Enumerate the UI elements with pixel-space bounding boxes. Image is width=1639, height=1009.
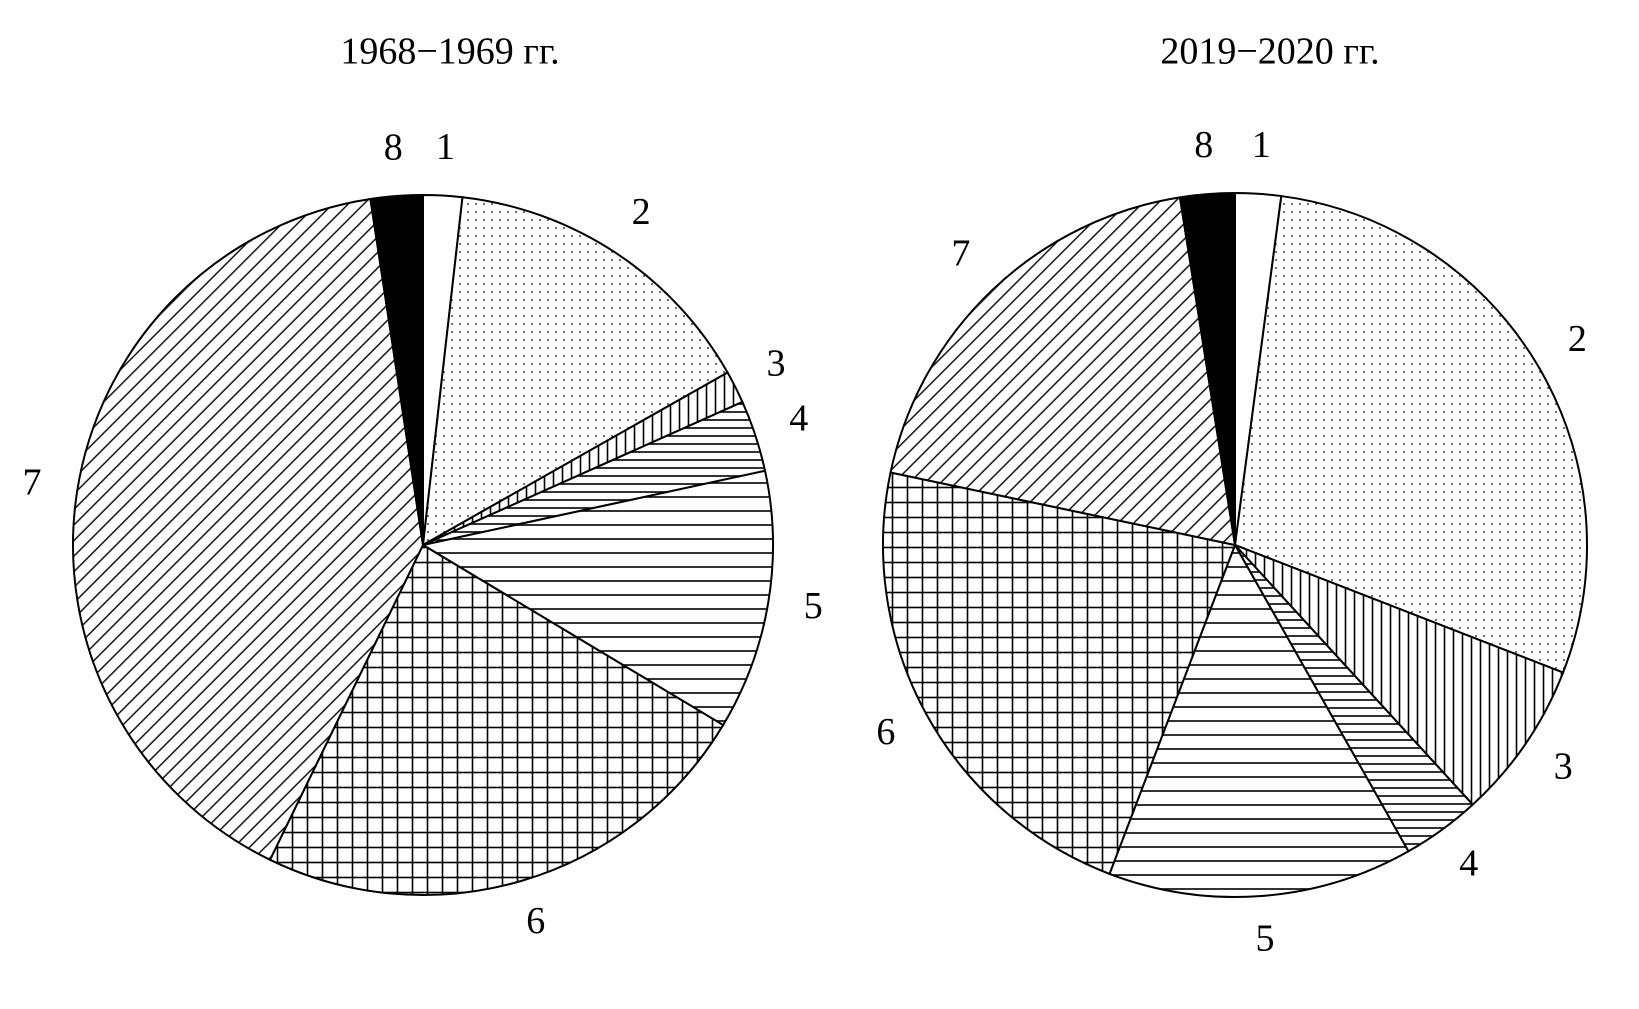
pie-slice — [1108, 542, 1410, 898]
pie-slice — [882, 471, 1237, 876]
chart-title: 2019−2020 гг. — [1160, 31, 1379, 73]
slice-label: 7 — [951, 232, 970, 274]
pie-slice — [1233, 194, 1588, 674]
slice-label: 2 — [632, 191, 651, 233]
pie-slice — [420, 469, 774, 727]
slice-label: 4 — [789, 397, 808, 439]
pie-slice — [1178, 191, 1236, 546]
slice-label: 8 — [384, 126, 403, 168]
pie-slice — [72, 197, 425, 862]
slice-label: 5 — [804, 585, 823, 627]
pie-slice — [1234, 544, 1565, 807]
chart-title: 1968−1969 гг. — [340, 31, 559, 73]
slice-label: 1 — [1252, 124, 1271, 166]
slice-label: 1 — [436, 126, 455, 168]
pie-slice — [369, 193, 424, 546]
slice-label: 3 — [766, 342, 785, 384]
pie-slice — [421, 196, 729, 547]
slice-label: 4 — [1459, 843, 1478, 885]
pie-slice — [889, 196, 1237, 547]
slice-label: 3 — [1554, 745, 1573, 787]
slice-label: 6 — [876, 711, 895, 753]
slice-label: 6 — [526, 900, 545, 942]
pie-slice — [268, 543, 725, 896]
slice-label: 8 — [1194, 124, 1213, 166]
slice-label: 5 — [1255, 917, 1274, 959]
slice-label: 2 — [1568, 318, 1587, 360]
slice-label: 7 — [22, 461, 41, 503]
